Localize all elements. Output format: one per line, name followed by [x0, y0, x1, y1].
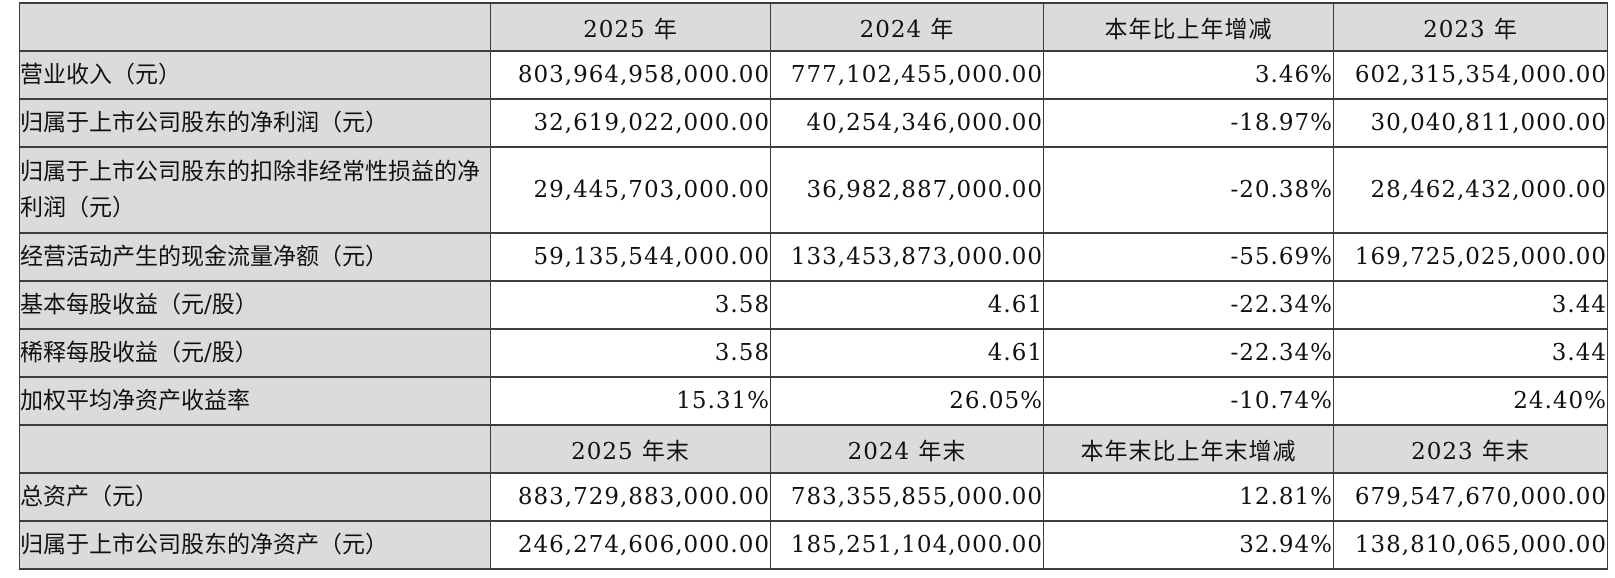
row-diluted-eps: 稀释每股收益（元/股） 3.58 4.61 -22.34% 3.44 — [19, 328, 1608, 378]
row-weighted-avg-roe: 加权平均净资产收益率 15.31% 26.05% -10.74% 24.40% — [19, 376, 1608, 426]
financial-summary-table: 2025 年 2024 年 本年比上年增减 2023 年 营业收入（元） 803… — [19, 2, 1608, 570]
cell-2025: 3.58 — [490, 280, 771, 330]
cell-2025: 15.31% — [490, 376, 771, 426]
cell-2023: 28,462,432,000.00 — [1333, 146, 1608, 234]
cell-label: 基本每股收益（元/股） — [19, 280, 491, 330]
cell-label: 经营活动产生的现金流量净额（元） — [19, 232, 491, 282]
header-cell-2023-year-end: 2023 年末 — [1333, 424, 1608, 474]
header-cell-2025-year-end: 2025 年末 — [490, 424, 771, 474]
cell-yoy-change: -20.38% — [1043, 146, 1334, 234]
cell-2025: 3.58 — [490, 328, 771, 378]
header-cell-year-end-change: 本年末比上年末增减 — [1043, 424, 1334, 474]
cell-2023: 679,547,670,000.00 — [1333, 472, 1608, 522]
cell-yoy-change: 3.46% — [1043, 50, 1334, 100]
row-basic-eps: 基本每股收益（元/股） 3.58 4.61 -22.34% 3.44 — [19, 280, 1608, 330]
cell-2023: 138,810,065,000.00 — [1333, 520, 1608, 570]
cell-2024: 40,254,346,000.00 — [770, 98, 1044, 148]
row-net-assets-attributable: 归属于上市公司股东的净资产（元） 246,274,606,000.00 185,… — [19, 520, 1608, 570]
row-operating-cash-flow: 经营活动产生的现金流量净额（元） 59,135,544,000.00 133,4… — [19, 232, 1608, 282]
cell-2024: 783,355,855,000.00 — [770, 472, 1044, 522]
cell-2023: 169,725,025,000.00 — [1333, 232, 1608, 282]
cell-2023: 24.40% — [1333, 376, 1608, 426]
header-row-annual: 2025 年 2024 年 本年比上年增减 2023 年 — [19, 2, 1608, 52]
cell-yoy-change: -55.69% — [1043, 232, 1334, 282]
row-operating-revenue: 营业收入（元） 803,964,958,000.00 777,102,455,0… — [19, 50, 1608, 100]
row-net-profit-attributable: 归属于上市公司股东的净利润（元） 32,619,022,000.00 40,25… — [19, 98, 1608, 148]
cell-2025: 29,445,703,000.00 — [490, 146, 771, 234]
cell-2025: 803,964,958,000.00 — [490, 50, 771, 100]
header-cell-empty — [19, 2, 491, 52]
cell-yoy-change: -22.34% — [1043, 328, 1334, 378]
cell-2023: 3.44 — [1333, 328, 1608, 378]
cell-2024: 4.61 — [770, 280, 1044, 330]
cell-yoy-change: 12.81% — [1043, 472, 1334, 522]
cell-2024: 4.61 — [770, 328, 1044, 378]
cell-2023: 3.44 — [1333, 280, 1608, 330]
header-cell-2024: 2024 年 — [770, 2, 1044, 52]
cell-label: 归属于上市公司股东的净资产（元） — [19, 520, 491, 570]
cell-yoy-change: 32.94% — [1043, 520, 1334, 570]
cell-label: 稀释每股收益（元/股） — [19, 328, 491, 378]
cell-label: 归属于上市公司股东的扣除非经常性损益的净利润（元） — [19, 146, 491, 234]
cell-yoy-change: -18.97% — [1043, 98, 1334, 148]
cell-2025: 59,135,544,000.00 — [490, 232, 771, 282]
cell-2024: 26.05% — [770, 376, 1044, 426]
header-cell-2025: 2025 年 — [490, 2, 771, 52]
cell-yoy-change: -10.74% — [1043, 376, 1334, 426]
cell-2024: 777,102,455,000.00 — [770, 50, 1044, 100]
row-net-profit-excl-nonrecurring: 归属于上市公司股东的扣除非经常性损益的净利润（元） 29,445,703,000… — [19, 146, 1608, 234]
header-cell-2024-year-end: 2024 年末 — [770, 424, 1044, 474]
header-row-year-end: 2025 年末 2024 年末 本年末比上年末增减 2023 年末 — [19, 424, 1608, 474]
cell-2023: 602,315,354,000.00 — [1333, 50, 1608, 100]
cell-label: 总资产（元） — [19, 472, 491, 522]
cell-2023: 30,040,811,000.00 — [1333, 98, 1608, 148]
cell-label: 加权平均净资产收益率 — [19, 376, 491, 426]
cell-2025: 32,619,022,000.00 — [490, 98, 771, 148]
cell-2024: 133,453,873,000.00 — [770, 232, 1044, 282]
cell-2024: 36,982,887,000.00 — [770, 146, 1044, 234]
cell-2025: 883,729,883,000.00 — [490, 472, 771, 522]
cell-yoy-change: -22.34% — [1043, 280, 1334, 330]
cell-2024: 185,251,104,000.00 — [770, 520, 1044, 570]
cell-2025: 246,274,606,000.00 — [490, 520, 771, 570]
cell-label: 归属于上市公司股东的净利润（元） — [19, 98, 491, 148]
header-cell-empty — [19, 424, 491, 474]
row-total-assets: 总资产（元） 883,729,883,000.00 783,355,855,00… — [19, 472, 1608, 522]
cell-label: 营业收入（元） — [19, 50, 491, 100]
header-cell-yoy-change: 本年比上年增减 — [1043, 2, 1334, 52]
header-cell-2023: 2023 年 — [1333, 2, 1608, 52]
